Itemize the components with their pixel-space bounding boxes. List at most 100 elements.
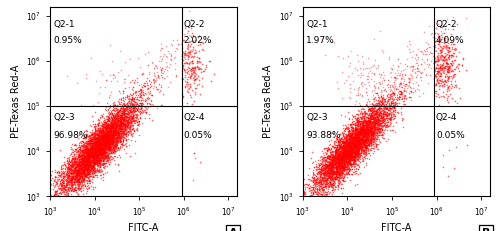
Point: [389, 100, 397, 103]
Point: [334, 149, 342, 153]
Point: [414, 58, 422, 61]
Point: [318, 158, 326, 161]
Point: [119, 135, 127, 139]
Point: [100, 146, 108, 149]
Point: [86, 153, 94, 157]
Point: [366, 127, 374, 131]
Point: [326, 155, 334, 158]
Point: [347, 156, 355, 160]
Point: [362, 127, 370, 131]
Point: [92, 133, 100, 136]
Point: [334, 180, 342, 184]
Point: [362, 143, 370, 146]
Point: [96, 153, 104, 157]
Point: [334, 139, 342, 143]
Point: [66, 176, 74, 180]
Point: [126, 100, 134, 103]
Point: [110, 120, 118, 124]
Point: [186, 55, 194, 59]
Point: [80, 177, 88, 180]
Point: [332, 167, 340, 171]
Point: [82, 158, 90, 162]
Point: [188, 88, 196, 92]
Point: [329, 159, 337, 163]
Point: [338, 155, 346, 159]
Point: [84, 173, 92, 176]
Point: [112, 124, 120, 128]
Point: [369, 129, 377, 133]
Point: [110, 135, 118, 138]
Point: [341, 149, 349, 153]
Point: [110, 100, 118, 104]
Point: [346, 150, 354, 154]
Point: [100, 122, 108, 126]
Point: [83, 163, 91, 167]
Point: [334, 162, 342, 166]
Point: [110, 108, 118, 112]
Text: A: A: [228, 228, 237, 231]
Point: [316, 172, 324, 175]
Point: [72, 176, 80, 180]
Point: [330, 169, 338, 173]
Point: [324, 156, 332, 160]
Point: [362, 129, 370, 133]
Point: [356, 131, 364, 134]
Point: [80, 182, 88, 186]
Point: [336, 166, 344, 170]
Point: [348, 122, 356, 125]
Point: [107, 128, 115, 132]
Point: [78, 182, 86, 186]
Point: [104, 118, 112, 122]
Point: [332, 161, 340, 164]
Point: [80, 173, 88, 176]
Point: [68, 190, 76, 193]
Point: [104, 142, 112, 145]
Point: [359, 148, 367, 152]
Point: [112, 116, 120, 119]
Point: [338, 159, 346, 163]
Point: [337, 158, 345, 162]
Point: [362, 135, 370, 139]
Point: [75, 162, 83, 166]
Point: [364, 152, 372, 155]
Point: [125, 111, 133, 115]
Point: [90, 158, 98, 162]
Point: [78, 152, 86, 155]
Point: [113, 122, 121, 126]
Point: [380, 119, 388, 122]
Point: [76, 164, 84, 168]
Point: [94, 140, 102, 144]
Point: [96, 152, 104, 156]
Point: [312, 180, 320, 184]
Point: [118, 127, 126, 131]
Point: [368, 109, 376, 112]
Point: [384, 108, 392, 111]
Point: [360, 139, 368, 143]
Point: [118, 123, 126, 126]
Point: [339, 154, 347, 158]
Point: [386, 128, 394, 132]
Point: [127, 98, 135, 102]
Point: [128, 115, 136, 118]
Point: [88, 150, 96, 154]
Point: [133, 107, 141, 111]
Point: [102, 122, 110, 125]
Point: [360, 143, 368, 146]
Point: [362, 122, 370, 125]
Point: [343, 175, 351, 179]
Point: [94, 163, 102, 167]
Point: [114, 128, 122, 131]
Point: [353, 121, 361, 124]
Point: [105, 130, 113, 134]
Point: [72, 177, 80, 181]
Point: [166, 80, 174, 84]
Point: [440, 65, 448, 69]
Point: [356, 141, 364, 145]
Point: [70, 162, 78, 166]
Point: [142, 106, 150, 110]
Point: [332, 172, 340, 175]
Point: [343, 150, 351, 154]
Point: [110, 121, 118, 125]
Point: [353, 135, 361, 139]
Point: [100, 133, 108, 137]
